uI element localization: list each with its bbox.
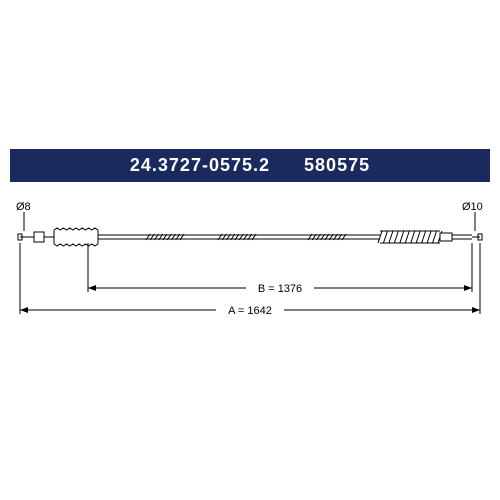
technical-figure: 24.3727-0575.2 580575 Ø8 Ø10 B = 1376 A = 1… [10, 149, 490, 352]
dimension-b-label: B = 1376 [258, 283, 302, 295]
bellows [54, 228, 98, 246]
left-diameter-label: Ø8 [16, 201, 31, 213]
dimension-a-label: A = 1642 [228, 305, 272, 317]
part-number: 24.3727-0575.2 [130, 155, 270, 175]
right-diameter-label: Ø10 [462, 201, 483, 213]
diagram-svg: Ø8 Ø10 B = 1376 A = 1642 [10, 192, 490, 352]
short-code: 580575 [304, 155, 370, 175]
header-bar: 24.3727-0575.2 580575 [10, 149, 490, 182]
drawing-area: Ø8 Ø10 B = 1376 A = 1642 [10, 192, 490, 352]
